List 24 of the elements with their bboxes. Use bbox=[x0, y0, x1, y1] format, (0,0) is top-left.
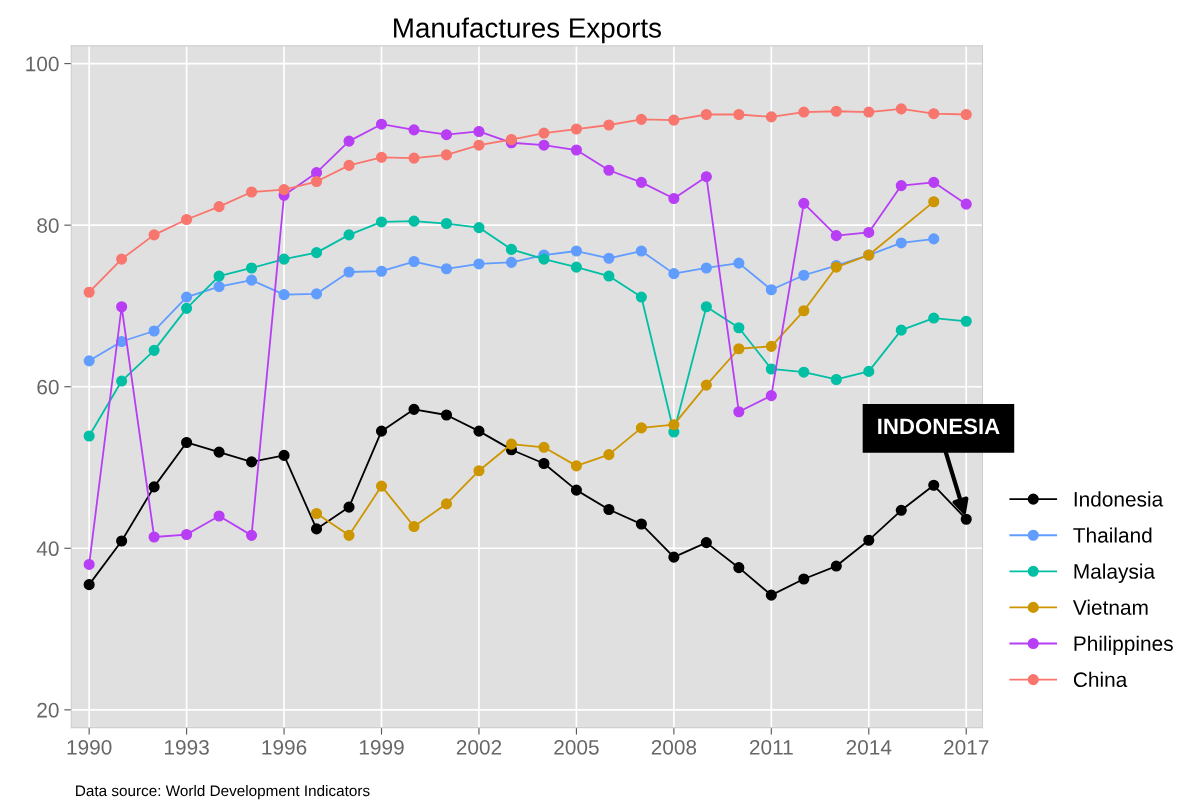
legend-label: Malaysia bbox=[1074, 563, 1156, 583]
source-note: Data source: World Development Indicators bbox=[76, 784, 370, 800]
x-tick-label: 2014 bbox=[846, 739, 892, 755]
x-tick-label: 2002 bbox=[456, 739, 502, 755]
x-tick-label: 2017 bbox=[944, 739, 989, 755]
legend-label: Vietnam bbox=[1072, 599, 1148, 615]
x-tick-label: 1990 bbox=[67, 739, 112, 755]
y-tick-label: 80 bbox=[37, 218, 59, 233]
y-tick-label: 20 bbox=[37, 702, 59, 718]
x-tick-label: 1993 bbox=[165, 739, 209, 755]
annotation: INDONESIA bbox=[878, 418, 1000, 435]
legend-label: Thailand bbox=[1073, 527, 1152, 543]
x-tick-label: 1999 bbox=[359, 739, 404, 755]
x-tick-label: 2008 bbox=[651, 739, 697, 755]
y-tick-label: 100 bbox=[26, 56, 59, 72]
legend-label: China bbox=[1073, 671, 1128, 688]
x-tick-label: 1996 bbox=[262, 739, 307, 755]
legend-label: Indonesia bbox=[1074, 491, 1164, 507]
x-tick-label: 2011 bbox=[749, 739, 793, 755]
chart-title: Manufactures Exports bbox=[394, 17, 661, 44]
y-tick-label: 60 bbox=[37, 379, 59, 395]
x-tick-label: 2005 bbox=[554, 739, 599, 755]
legend-label: Philippines bbox=[1074, 635, 1173, 656]
y-tick-label: 40 bbox=[36, 541, 59, 557]
